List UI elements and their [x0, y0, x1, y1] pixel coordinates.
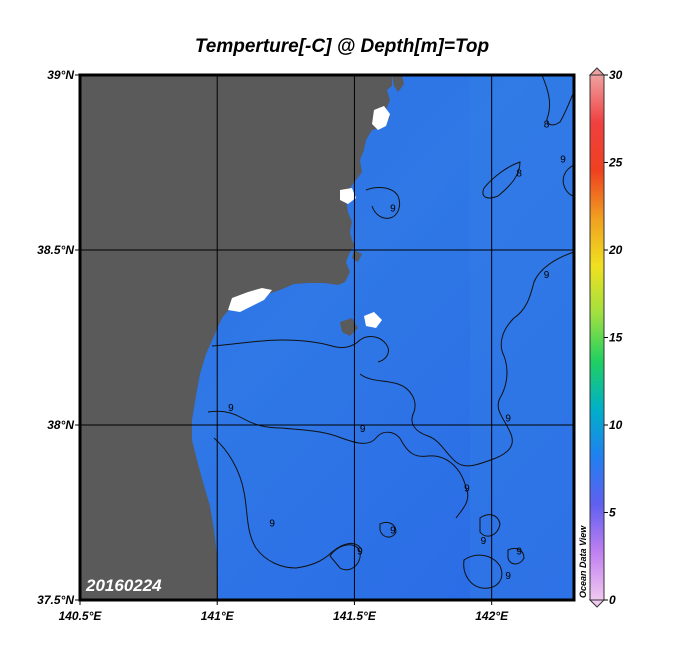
contour-label: 9 — [357, 547, 363, 558]
contour-labels: 8 9 8 9 9 9 9 9 9 9 9 9 9 9 9 — [228, 120, 566, 583]
coastal-white-patches — [228, 106, 390, 328]
map-title: Temperture[-C] @ Depth[m]=Top — [194, 36, 490, 57]
y-tick-label: 38°N — [47, 418, 74, 432]
contour-label: 9 — [464, 484, 470, 495]
x-tick-label: 141°E — [201, 609, 235, 623]
contour-label: 9 — [516, 547, 522, 558]
y-tick-label: 38.5°N — [37, 243, 74, 257]
land-area — [80, 75, 392, 600]
colorbar-scale — [589, 74, 605, 601]
colorbar-tick-label: 20 — [608, 243, 623, 257]
contour-label: 9 — [228, 403, 234, 414]
x-tick-label: 140.5°E — [59, 609, 103, 623]
contour-label: 9 — [360, 424, 366, 435]
contour-label: 9 — [505, 571, 511, 582]
colorbar-tick-label: 10 — [609, 418, 623, 432]
contour-label: 8 — [516, 169, 522, 180]
y-tick-label: 37.5°N — [37, 593, 74, 607]
contour-label: 9 — [505, 414, 511, 425]
colorbar: 0 5 10 15 20 25 30 — [588, 67, 623, 608]
map-frame — [78, 73, 576, 602]
latitude-tick-labels: 37.5°N 38°N 38.5°N 39°N — [37, 68, 74, 607]
contour-label: 8 — [544, 120, 550, 131]
colorbar-tick-label: 0 — [609, 593, 616, 607]
y-tick-label: 39°N — [47, 68, 74, 82]
x-tick-label: 141.5°E — [333, 609, 377, 623]
x-tick-label: 142°E — [475, 609, 509, 623]
contour-label: 9 — [390, 526, 396, 537]
contour-label: 9 — [560, 155, 566, 166]
colorbar-tick-label: 5 — [609, 506, 616, 520]
contour-label: 9 — [481, 536, 487, 547]
contour-label: 9 — [390, 204, 396, 215]
colorbar-tick-label: 25 — [608, 156, 623, 170]
colorbar-tick-label: 15 — [609, 331, 623, 345]
colorbar-min-arrow — [588, 599, 606, 608]
odv-watermark: Ocean Data View — [578, 525, 588, 598]
contour-label: 9 — [269, 519, 275, 530]
colorbar-tick-label: 30 — [609, 68, 623, 82]
longitude-tick-labels: 140.5°E 141°E 141.5°E 142°E — [59, 609, 509, 623]
colorbar-max-arrow — [588, 67, 606, 76]
date-label: 20160224 — [85, 576, 162, 595]
contour-label: 9 — [544, 270, 550, 281]
